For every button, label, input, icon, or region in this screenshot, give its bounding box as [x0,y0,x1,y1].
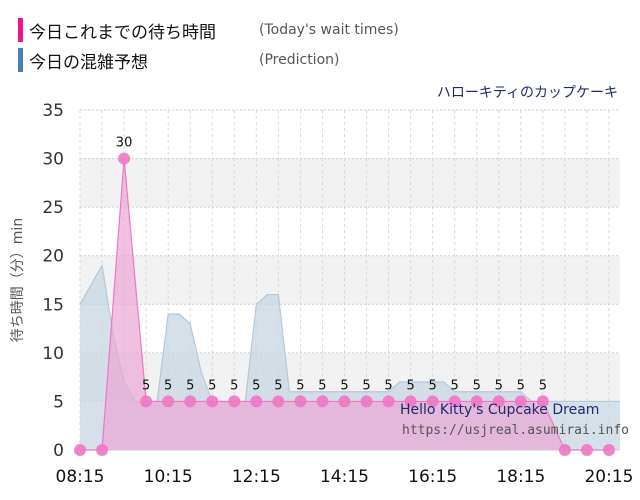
today-data-label: 5 [296,378,304,393]
today-data-label: 5 [451,378,459,393]
today-data-label: 5 [495,378,503,393]
today-point [74,444,86,456]
today-point [558,444,571,456]
plot-band [80,158,620,208]
today-data-label: 5 [362,378,370,393]
today-data-label: 5 [473,378,481,393]
today-data-label: 30 [116,136,133,151]
site-url: https://usjreal.asumirai.info [402,423,629,438]
x-tick-label: 08:15 [56,467,105,487]
today-data-label: 5 [384,378,392,393]
today-point [470,395,483,408]
today-data-label: 5 [142,378,150,393]
y-tick-label: 25 [42,198,64,218]
plot-band [80,110,620,159]
x-tick-label: 12:15 [232,467,281,487]
x-tick-label: 18:15 [496,467,545,487]
y-tick-label: 15 [42,295,64,315]
today-point [382,395,395,408]
y-tick-label: 0 [53,441,64,461]
y-tick-label: 30 [42,150,64,170]
legend-prediction-swatch [18,48,23,72]
today-point [250,395,263,408]
today-area [80,158,609,451]
today-data-label: 5 [539,378,547,393]
today-data-label: 5 [186,378,194,393]
today-data-label: 5 [208,378,216,393]
plot-band [80,304,620,353]
y-tick-label: 10 [42,344,64,364]
today-point [96,444,109,456]
today-point [536,395,549,408]
attraction-name-en: Hello Kitty's Cupcake Dream [400,402,600,418]
today-point [140,395,153,408]
today-data-label: 5 [429,378,437,393]
attraction-name-ja: ハローキティのカップケーキ [436,85,618,101]
today-data-label: 5 [517,378,525,393]
today-point [184,395,197,408]
today-data-label: 5 [340,378,348,393]
today-point [338,395,351,408]
today-point [404,395,417,408]
today-point [162,395,175,408]
today-data-label: 5 [230,378,238,393]
y-tick-label: 20 [42,247,64,267]
today-point [206,395,219,408]
today-data-label: 5 [406,378,414,393]
y-tick-label: 35 [42,101,64,121]
today-point [514,395,527,408]
y-tick-label: 5 [53,392,64,412]
legend-today-sub: (Today's wait times) [259,22,399,38]
today-point [360,395,373,408]
y-axis-title: 待ち時間（分）min [10,218,26,342]
legend-today-label: 今日これまでの待ち時間 [29,22,216,43]
today-point [426,395,439,408]
x-tick-label: 10:15 [144,467,193,487]
today-point [272,395,285,408]
legend-prediction-sub: (Prediction) [259,52,340,68]
today-data-label: 5 [274,378,282,393]
today-point [118,152,131,165]
today-point [492,395,505,408]
today-data-label: 5 [318,378,326,393]
today-point [294,395,307,408]
legend-prediction-label: 今日の混雑予想 [29,52,148,73]
legend-prediction: 今日の混雑予想 (Prediction) [18,47,339,73]
today-point [316,395,329,408]
x-tick-label: 16:15 [408,467,457,487]
plot-band [80,255,620,305]
today-point [448,395,461,408]
x-tick-label: 14:15 [320,467,369,487]
x-tick-label: 20:15 [584,467,633,487]
today-point [602,444,615,456]
plot-band [80,207,620,256]
legend-today-swatch [18,18,23,42]
today-point [228,395,241,408]
today-data-label: 5 [164,378,172,393]
today-point [580,444,593,456]
today-data-label: 5 [252,378,260,393]
legend-today: 今日これまでの待ち時間 (Today's wait times) [18,17,399,43]
